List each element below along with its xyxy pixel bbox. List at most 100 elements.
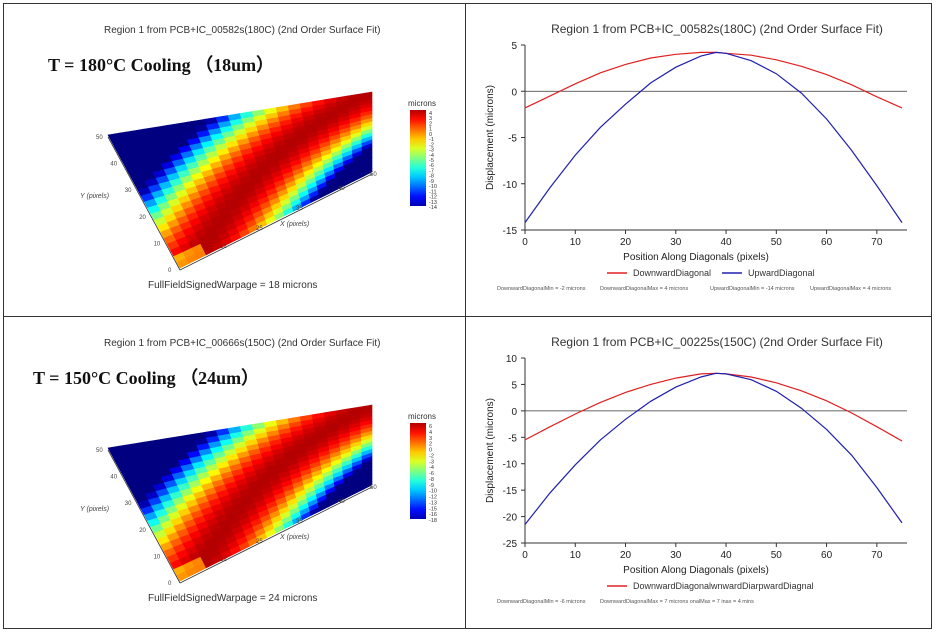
x-tick-label: 60: [821, 237, 833, 248]
x-tick-label: 50: [370, 485, 377, 491]
y-axis-label: Displacement (microns): [485, 398, 496, 503]
series-line-downward: [524, 372, 903, 442]
y-tick-label: -20: [503, 513, 518, 524]
x-tick-label: 30: [670, 237, 682, 248]
y-tick-label: 30: [125, 188, 132, 194]
x-axis-label: Position Along Diagonals (pixels): [623, 252, 769, 263]
line-chart-180: Region 1 from PCB+IC_00582s(180C) (2nd O…: [485, 22, 907, 292]
panel-divider-horizontal: [3, 316, 932, 317]
x-tick-label: 25: [256, 226, 263, 232]
legend-tick-label: -2: [429, 453, 434, 459]
legend-tick-label: 4: [429, 430, 432, 436]
legend-tick-label: 3: [429, 116, 432, 122]
surface-title-150: Region 1 from PCB+IC_00666s(150C) (2nd O…: [104, 338, 381, 349]
y-axis-line: [107, 136, 181, 271]
legend-tick-label: 6: [429, 424, 432, 430]
warpage-text-150: FullFieldSignedWarpage = 24 microns: [148, 593, 318, 604]
y-tick-label: -5: [508, 134, 517, 145]
y-tick-label: 40: [110, 162, 117, 168]
y-tick-label: 20: [139, 528, 146, 534]
legend-tick-label: 2: [429, 442, 432, 448]
y-tick-label: 40: [110, 475, 117, 481]
legend-tick-label: -15: [429, 506, 437, 512]
y-axis-label: Y (pixels): [80, 506, 109, 513]
y-tick-label: 5: [511, 41, 517, 52]
legend-title: microns: [408, 99, 436, 108]
footer-stat: UpwardDiagonalMin = -14 microns: [710, 286, 795, 292]
cooling-label-150: T = 150°C Cooling （24um）: [33, 368, 260, 388]
x-tick-label: 20: [620, 237, 632, 248]
y-tick-label: 0: [168, 268, 172, 274]
x-tick-label: 40: [338, 499, 345, 505]
x-tick-label: 40: [720, 237, 732, 248]
x-axis-line: [179, 486, 373, 584]
cooling-label-180: T = 180°C Cooling （18um）: [48, 55, 275, 75]
y-tick-label: -15: [503, 486, 518, 497]
footer-stat: DownwardDiagonalMin = -2 microns: [497, 286, 586, 292]
y-tick-label: 50: [96, 448, 103, 454]
x-tick-label: 0: [522, 550, 528, 561]
x-tick-label: 12: [220, 557, 227, 563]
legend-tick-label: 1: [429, 127, 432, 133]
x-tick-label: 40: [720, 550, 732, 561]
footer-stat: DownwardDiagonalMax = 7 microns onalMax …: [600, 599, 754, 605]
legend-tick-label: -3: [429, 459, 434, 465]
y-tick-label: -25: [503, 539, 518, 550]
y-tick-label: 20: [139, 215, 146, 221]
x-axis-label: X (pixels): [279, 534, 309, 541]
legend-tick-label: 2: [429, 121, 432, 127]
y-tick-label: 5: [511, 380, 517, 391]
legend-tick-label: 0: [429, 448, 432, 454]
y-tick-label: 30: [125, 501, 132, 507]
legend-tick-label: -8: [429, 477, 434, 483]
x-axis-label: Position Along Diagonals (pixels): [623, 565, 769, 576]
y-tick-label: 0: [511, 407, 517, 418]
legend-tick-label: -13: [429, 200, 437, 206]
legend-tick-label: -10: [429, 184, 437, 190]
x-tick-label: 30: [670, 550, 682, 561]
x-axis-label: X (pixels): [279, 221, 309, 228]
surface-mesh: [107, 91, 373, 269]
legend-tick-label: -6: [429, 163, 434, 169]
legend-tick-label: 3: [429, 436, 432, 442]
footer-stat: DownwardDiagonalMax = 4 microns: [600, 286, 688, 292]
legend-tick-label: -18: [429, 518, 437, 524]
x-tick-label: 10: [570, 237, 582, 248]
legend-tick-label: -2: [429, 142, 434, 148]
y-tick-label: -5: [508, 433, 517, 444]
x-tick-label: 70: [871, 237, 883, 248]
legend-label: DownwardDiagonal: [633, 268, 711, 278]
legend-tick-label: -9: [429, 483, 434, 489]
x-axis-line: [179, 173, 373, 271]
legend-tick-label: 4: [429, 111, 432, 117]
legend-tick-label: -1: [429, 137, 434, 143]
legend-tick-label: -7: [429, 168, 434, 174]
surface-title-180: Region 1 from PCB+IC_00582s(180C) (2nd O…: [104, 25, 381, 36]
series-line-downward: [524, 51, 903, 109]
legend-tick-label: -3: [429, 148, 434, 154]
legend-tick-label: -12: [429, 195, 437, 201]
legend-colorbar: [410, 110, 426, 206]
x-tick-label: 10: [570, 550, 582, 561]
x-tick-label: 70: [871, 550, 883, 561]
legend-tick-label: -13: [429, 500, 437, 506]
y-tick-label: 10: [154, 554, 161, 560]
legend-tick-label: -16: [429, 512, 437, 518]
legend-tick-label: -10: [429, 489, 437, 495]
legend-label: UpwardDiagonal: [748, 268, 815, 278]
legend-label: DownwardDiagonalwnwardDiarpwardDiagnal: [633, 581, 814, 591]
y-axis-label: Displacement (microns): [485, 85, 496, 190]
y-axis-label: Y (pixels): [80, 193, 109, 200]
y-tick-label: -10: [503, 180, 518, 191]
line-chart-150: Region 1 from PCB+IC_00225s(150C) (2nd O…: [485, 335, 907, 605]
y-tick-label: 10: [506, 354, 518, 365]
x-tick-label: 40: [338, 186, 345, 192]
y-tick-label: -15: [503, 226, 518, 237]
legend-colorbar: [410, 423, 426, 519]
legend-tick-label: -9: [429, 179, 434, 185]
y-tick-label: 0: [511, 87, 517, 98]
x-tick-label: 12: [220, 244, 227, 250]
x-tick-label: 35: [296, 519, 303, 525]
